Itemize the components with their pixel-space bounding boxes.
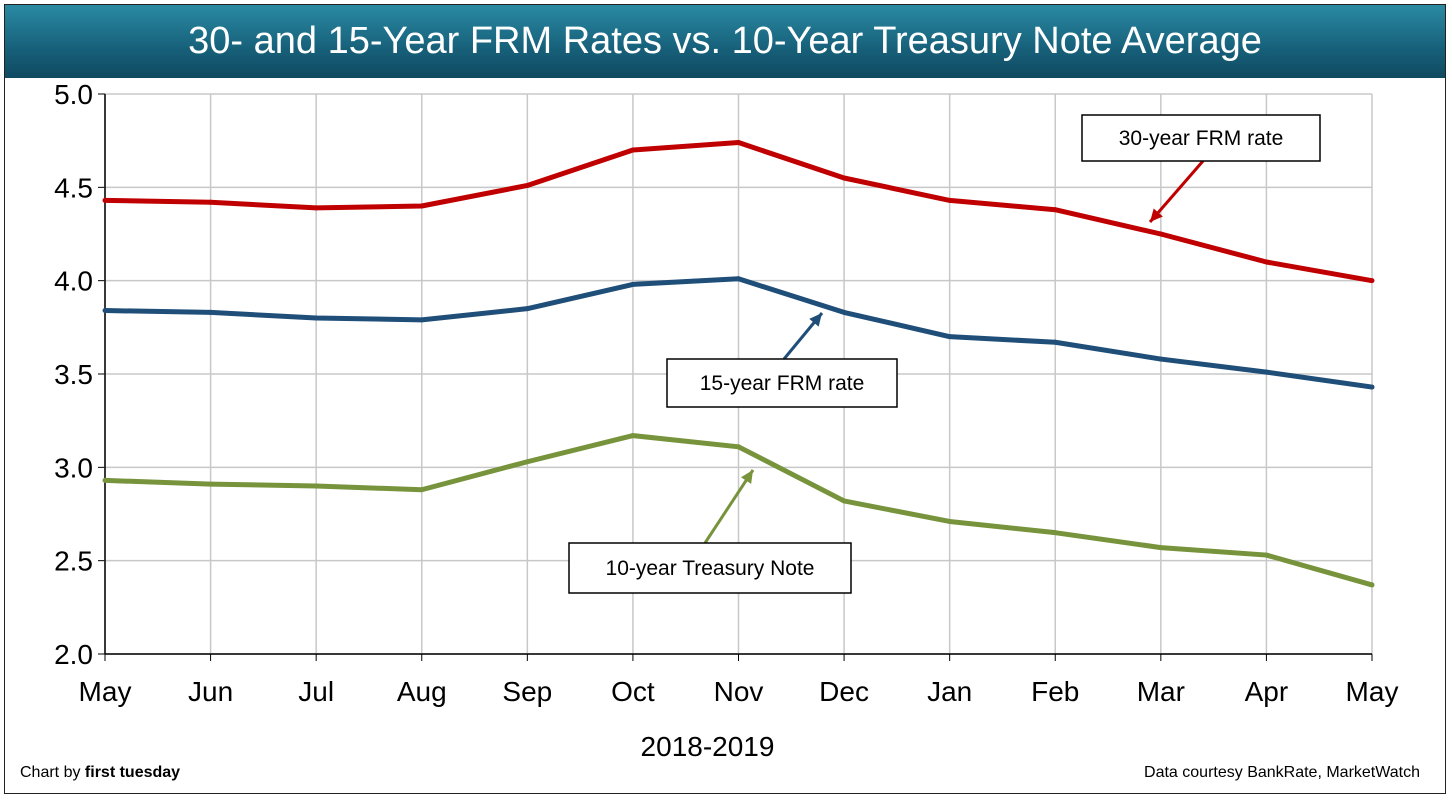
data-point-15-year-frm-rate — [1369, 384, 1375, 390]
data-point-10-year-treasury-note — [1052, 530, 1058, 536]
data-point-15-year-frm-rate — [208, 309, 214, 315]
annotation-label-10-year-treasury-note: 10-year Treasury Note — [606, 557, 815, 580]
annotation-label-15-year-frm-rate: 15-year FRM rate — [700, 372, 865, 395]
x-tick-label: Dec — [819, 676, 869, 707]
data-point-30-year-frm-rate — [208, 199, 214, 205]
y-tick-label: 3.0 — [54, 452, 93, 483]
x-tick-label: Sep — [502, 676, 552, 707]
data-point-10-year-treasury-note — [1263, 552, 1269, 558]
title-bar: 30- and 15-Year FRM Rates vs. 10-Year Tr… — [5, 5, 1445, 78]
data-point-10-year-treasury-note — [1369, 582, 1375, 588]
chart-title: 30- and 15-Year FRM Rates vs. 10-Year Tr… — [188, 20, 1262, 62]
data-point-15-year-frm-rate — [1158, 356, 1164, 362]
data-point-30-year-frm-rate — [630, 147, 636, 153]
data-point-15-year-frm-rate — [419, 317, 425, 323]
x-axis-label: 2018-2019 — [641, 731, 775, 762]
x-tick-label: Jan — [927, 676, 972, 707]
data-point-30-year-frm-rate — [1052, 207, 1058, 213]
data-point-15-year-frm-rate — [630, 281, 636, 287]
data-point-15-year-frm-rate — [1263, 369, 1269, 375]
data-source: Data courtesy BankRate, MarketWatch — [1144, 764, 1420, 781]
data-point-15-year-frm-rate — [102, 308, 108, 314]
data-point-10-year-treasury-note — [102, 477, 108, 483]
data-point-30-year-frm-rate — [841, 175, 847, 181]
y-tick-label: 4.0 — [54, 266, 93, 297]
data-point-15-year-frm-rate — [313, 315, 319, 321]
y-tick-label: 4.5 — [54, 172, 93, 203]
chart-credit: Chart by first tuesday — [20, 764, 180, 782]
data-point-15-year-frm-rate — [736, 276, 741, 282]
annotation-box — [1081, 114, 1321, 162]
x-tick-label: Mar — [1137, 676, 1185, 707]
x-tick-label: Oct — [611, 676, 655, 707]
y-tick-label: 2.0 — [54, 639, 93, 670]
data-point-10-year-treasury-note — [524, 459, 530, 465]
annotation-box — [568, 542, 852, 594]
annotation-arrow-10-year-treasury-note — [703, 469, 755, 544]
arrowhead-icon — [809, 313, 822, 327]
data-point-30-year-frm-rate — [1158, 231, 1164, 237]
x-tick-label: Jul — [298, 676, 334, 707]
chart-frame — [4, 4, 1446, 794]
data-point-30-year-frm-rate — [313, 205, 319, 211]
data-point-10-year-treasury-note — [419, 487, 425, 493]
data-point-15-year-frm-rate — [524, 306, 530, 312]
x-tick-label: Feb — [1031, 676, 1079, 707]
data-point-10-year-treasury-note — [313, 483, 319, 489]
data-point-10-year-treasury-note — [736, 444, 741, 450]
data-point-30-year-frm-rate — [736, 140, 741, 146]
data-point-10-year-treasury-note — [841, 498, 847, 504]
y-tick-label: 5.0 — [54, 79, 93, 110]
annotation-label-30-year-frm-rate: 30-year FRM rate — [1119, 127, 1284, 150]
data-point-30-year-frm-rate — [524, 182, 530, 188]
data-point-30-year-frm-rate — [419, 203, 425, 209]
x-tick-label: Jun — [188, 676, 233, 707]
data-point-10-year-treasury-note — [1158, 545, 1164, 551]
arrowhead-icon — [740, 470, 753, 484]
data-point-15-year-frm-rate — [841, 309, 847, 315]
x-tick-label: Apr — [1245, 676, 1289, 707]
data-point-30-year-frm-rate — [947, 197, 953, 203]
annotation-box — [666, 358, 898, 408]
x-tick-label: Aug — [397, 676, 447, 707]
data-point-30-year-frm-rate — [1263, 259, 1269, 265]
credit-brand: first tuesday — [84, 764, 181, 781]
data-point-30-year-frm-rate — [1369, 278, 1375, 284]
data-point-15-year-frm-rate — [1052, 339, 1058, 345]
x-tick-label: Nov — [714, 676, 764, 707]
data-point-10-year-treasury-note — [947, 518, 953, 524]
arrowhead-icon — [1150, 208, 1163, 222]
data-point-15-year-frm-rate — [947, 334, 953, 340]
x-tick-label: May — [1346, 676, 1399, 707]
y-tick-label: 3.5 — [54, 359, 93, 390]
data-point-10-year-treasury-note — [630, 433, 636, 439]
data-point-30-year-frm-rate — [102, 197, 108, 203]
credit-prefix: Chart by — [20, 764, 85, 781]
y-tick-label: 2.5 — [54, 546, 93, 577]
annotation-arrow-30-year-frm-rate — [1148, 160, 1205, 223]
data-point-10-year-treasury-note — [208, 481, 214, 487]
x-tick-label: May — [79, 676, 132, 707]
